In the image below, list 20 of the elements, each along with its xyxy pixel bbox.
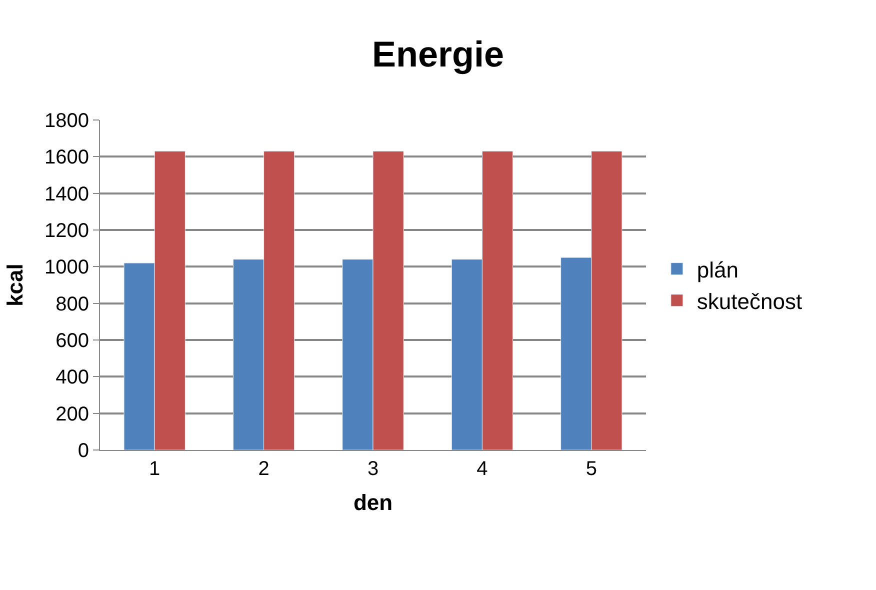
x-tick-label: 1: [149, 458, 160, 480]
y-tick-label: 1800: [44, 110, 89, 132]
x-axis-title: den: [353, 490, 393, 515]
legend-label: skutečnost: [696, 288, 802, 314]
y-tick-label: 800: [56, 293, 89, 316]
y-tick-label: 1400: [44, 183, 89, 206]
y-tick-label: 1600: [44, 146, 89, 169]
y-tick-label: 400: [56, 366, 89, 389]
y-tick-label: 1000: [44, 256, 89, 279]
y-axis-title: kcal: [2, 264, 28, 306]
x-tick-label: 2: [258, 458, 270, 480]
chart-title: Energie: [372, 34, 504, 74]
y-tick-label: 0: [78, 440, 89, 462]
x-tick-label: 5: [586, 458, 597, 480]
x-tick-label: 3: [367, 458, 379, 480]
x-tick-label: 4: [476, 458, 488, 480]
y-tick-label: 1200: [44, 220, 89, 242]
legend-label: plán: [696, 257, 739, 282]
y-tick-label: 600: [56, 330, 89, 352]
y-tick-label: 200: [56, 403, 89, 426]
